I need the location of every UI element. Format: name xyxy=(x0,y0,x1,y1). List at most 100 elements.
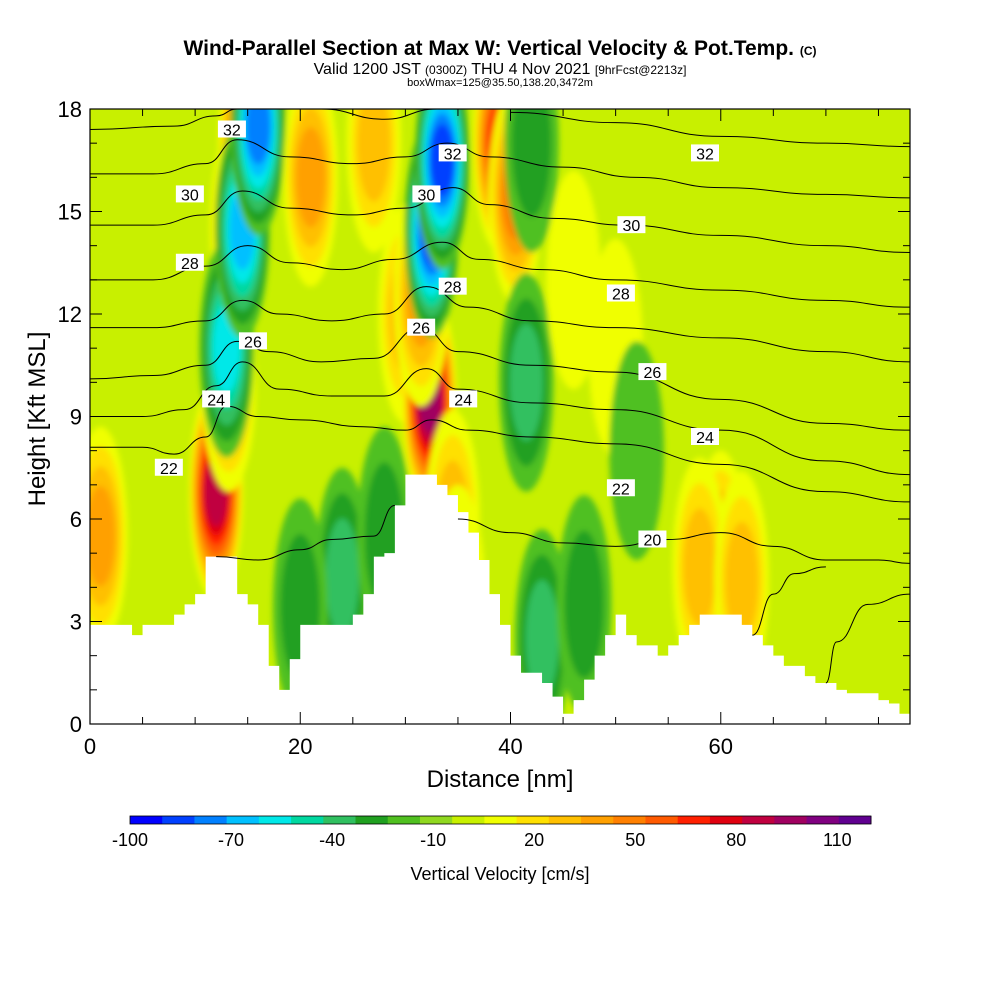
x-axis-label: Distance [nm] xyxy=(426,766,574,793)
y-tick-label: 9 xyxy=(70,405,82,430)
colorbar-tick-label: -100 xyxy=(112,830,148,850)
field-level xyxy=(564,530,604,679)
colorbar-swatch xyxy=(419,816,453,824)
theta-label: 28 xyxy=(606,284,635,304)
colorbar-tick-label: 80 xyxy=(726,830,746,850)
colorbar-swatch xyxy=(677,816,711,824)
subtitle-date: THU 4 Nov 2021 xyxy=(471,61,591,78)
colorbar-swatch xyxy=(742,816,775,824)
colorbar-swatch xyxy=(130,816,163,824)
theta-contour xyxy=(510,111,910,148)
theta-label-box xyxy=(217,120,246,138)
theta-label-box xyxy=(691,144,719,162)
theta-label-box xyxy=(407,318,436,336)
theta-label: 30 xyxy=(412,185,441,204)
field-level xyxy=(525,580,559,698)
field-feature xyxy=(546,170,601,390)
colorbar-swatch xyxy=(516,816,550,824)
x-axis: 0 20 40 60 xyxy=(84,109,879,759)
theta-contour xyxy=(90,286,910,363)
field-level xyxy=(511,109,552,217)
theta-label-text: 22 xyxy=(160,461,178,478)
x-tick-label: 40 xyxy=(498,734,522,759)
theta-contour xyxy=(90,241,910,308)
field-level xyxy=(609,341,665,560)
field-level xyxy=(296,127,326,228)
field-features xyxy=(90,109,770,724)
theta-label-text: 24 xyxy=(207,392,225,409)
theta-label-box xyxy=(606,284,635,302)
theta-contour xyxy=(90,187,910,253)
theta-label: 32 xyxy=(217,120,246,140)
colorbar-label: Vertical Velocity [cm/s] xyxy=(410,864,590,884)
colorbar-frame xyxy=(129,815,872,825)
colorbar-swatch xyxy=(581,816,614,824)
field-level xyxy=(357,109,391,202)
colorbar-swatch xyxy=(355,816,389,824)
theta-label: 24 xyxy=(202,390,231,409)
theta-contour xyxy=(825,593,910,684)
theta-label-text: 26 xyxy=(644,365,662,382)
theta-label-box xyxy=(175,253,204,271)
field-level xyxy=(725,521,759,640)
theta-label: 24 xyxy=(449,390,478,409)
theta-label-text: 32 xyxy=(223,123,241,140)
field-feature xyxy=(498,273,554,492)
colorbar-swatch xyxy=(452,816,485,824)
theta-label-text: 32 xyxy=(444,146,462,163)
theta-label-text: 24 xyxy=(696,430,714,447)
theta-label-text: 22 xyxy=(612,481,630,498)
colorbar-swatch xyxy=(194,816,228,824)
y-tick-label: 0 xyxy=(70,712,82,737)
theta-label-box xyxy=(606,479,635,497)
theta-label-text: 30 xyxy=(181,187,199,204)
theta-contour xyxy=(90,139,910,199)
theta-label-box xyxy=(638,530,667,548)
theta-label-text: 26 xyxy=(412,321,430,338)
theta-contours xyxy=(90,109,910,684)
field-level xyxy=(683,508,717,626)
field-level xyxy=(90,485,116,587)
theta-label-box xyxy=(617,216,646,234)
theta-label: 30 xyxy=(175,185,204,204)
colorbar-swatch xyxy=(645,816,679,824)
colorbar-swatch xyxy=(613,816,646,824)
terrain-fill xyxy=(90,474,910,724)
subtitle-fcst: [9hrFcst@2213z] xyxy=(594,63,687,77)
colorbar-tick-label: -10 xyxy=(420,830,446,850)
y-axis-label: Height [Kft MSL] xyxy=(24,331,51,507)
field-level xyxy=(546,170,601,390)
y-tick-label: 15 xyxy=(58,200,82,225)
theta-label: 32 xyxy=(438,144,467,163)
theta-label-box xyxy=(412,185,441,203)
theta-label: 32 xyxy=(691,144,719,163)
theta-label-text: 32 xyxy=(696,146,714,163)
theta-label-text: 30 xyxy=(418,187,436,204)
colorbar-swatch xyxy=(258,816,292,824)
field-feature xyxy=(504,109,559,253)
field-level xyxy=(246,109,271,165)
field-feature xyxy=(609,341,665,560)
field-level xyxy=(509,323,543,441)
title-main: Wind-Parallel Section at Max W: Vertical… xyxy=(183,37,794,60)
theta-label-box xyxy=(438,277,467,295)
theta-label: 22 xyxy=(606,479,635,498)
theta-contour xyxy=(216,504,396,561)
theta-label-text: 20 xyxy=(644,533,662,550)
theta-label-text: 24 xyxy=(454,392,472,409)
y-tick-label: 12 xyxy=(58,302,82,327)
theta-label-text: 26 xyxy=(244,334,262,351)
colorbar-swatch xyxy=(226,816,260,824)
theta-label-box xyxy=(638,363,667,381)
colorbar-swatch xyxy=(709,816,743,824)
theta-label-box xyxy=(175,185,204,203)
theta-label-text: 28 xyxy=(612,287,630,304)
theta-contour xyxy=(457,518,910,564)
theta-label-box xyxy=(691,428,719,445)
theta-label: 24 xyxy=(691,428,719,447)
x-tick-label: 20 xyxy=(288,734,312,759)
colorbar-swatch xyxy=(323,816,357,824)
theta-label: 22 xyxy=(154,458,183,478)
theta-label: 30 xyxy=(617,216,646,235)
